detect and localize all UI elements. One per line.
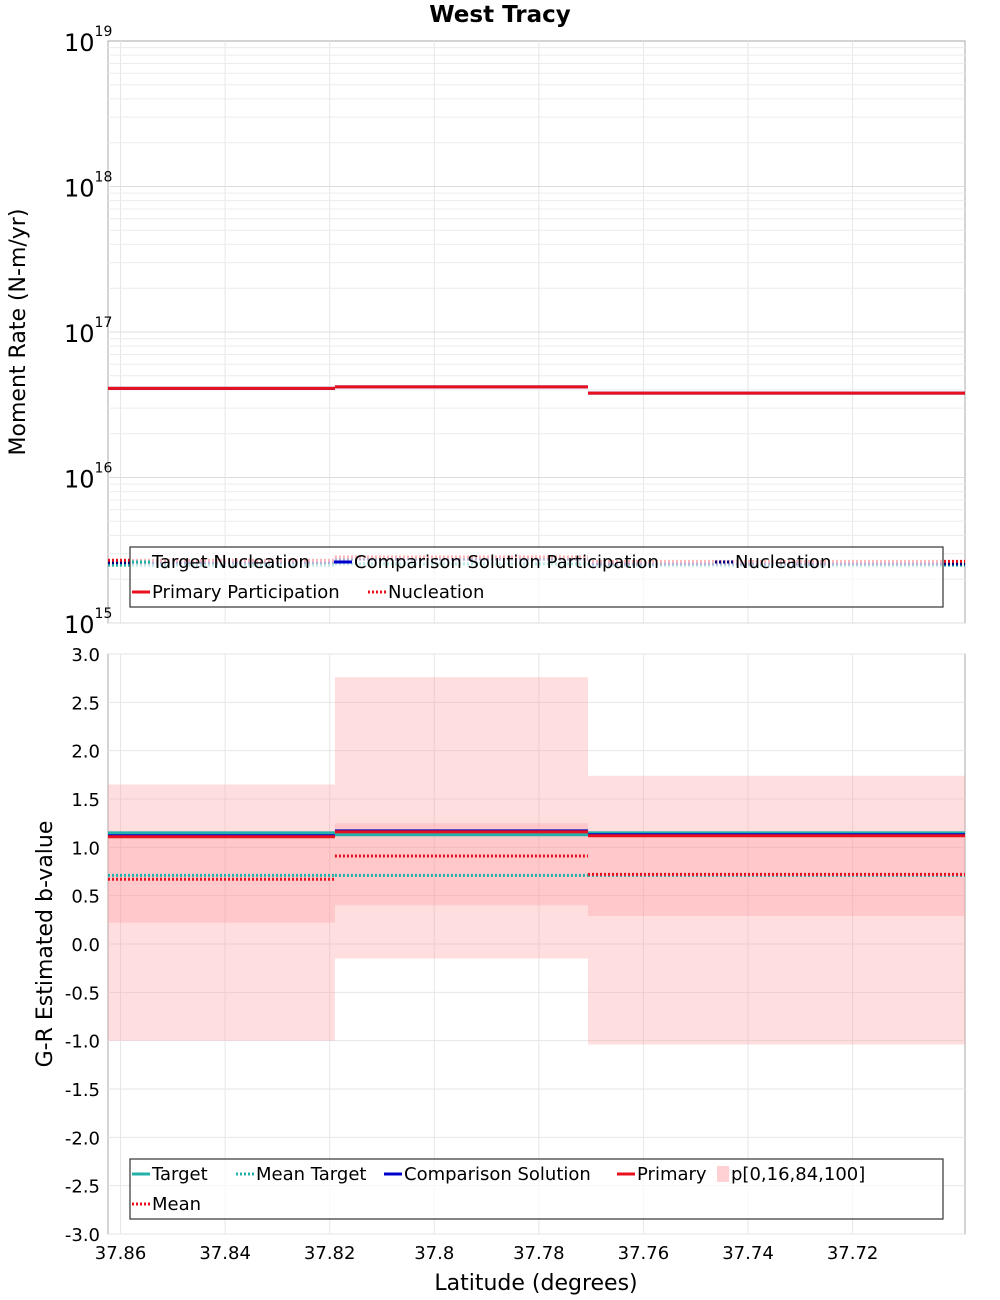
legend-label-primary-participation: Primary Participation xyxy=(152,582,340,603)
legend-label-percentile-band: p[0,16,84,100] xyxy=(731,1164,865,1185)
b-value-y-tick-label: -0.5 xyxy=(65,983,100,1004)
legend-label-primary: Primary xyxy=(637,1164,707,1185)
moment-rate-legend-box xyxy=(129,546,944,608)
legend-label-target-nucleation: Target Nucleation xyxy=(151,552,310,573)
b-value-grid xyxy=(108,653,965,1235)
band-p0-p100-bin xyxy=(334,677,589,959)
b-value-y-tick-label: 2.5 xyxy=(71,693,100,714)
latitude-x-tick-label: 37.8 xyxy=(414,1243,454,1264)
moment-rate-y-tick-label: 1017 xyxy=(64,315,112,348)
moment-rate-y-axis-label: Moment Rate (N-m/yr) xyxy=(6,209,31,456)
moment-rate-y-tick-label: 1015 xyxy=(64,606,112,639)
b-value-y-tick-label: 0.0 xyxy=(71,935,100,956)
b-value-legend: Target Mean Target Comparison Solution Prim… xyxy=(129,1158,944,1220)
moment-rate-panel: 1015 1016 1017 1018 1019 Moment Rate (N-m/yr… xyxy=(6,24,966,639)
band-p0-p100-bin xyxy=(108,784,335,1041)
chart-title: West Tracy xyxy=(429,2,571,28)
b-value-y-tick-label: 3.0 xyxy=(71,645,100,666)
latitude-x-tick-label: 37.74 xyxy=(722,1243,774,1264)
b-value-y-tick-label: 0.5 xyxy=(71,887,100,908)
latitude-x-ticks: 37.86 37.84 37.82 37.8 37.78 37.76 37.74 37.72 xyxy=(95,1243,879,1264)
legend-label-mean: Mean xyxy=(152,1194,201,1215)
b-value-series xyxy=(108,829,965,881)
legend-label-comparison-solution: Comparison Solution xyxy=(404,1164,591,1185)
b-value-y-axis-label: G-R Estimated b-value xyxy=(33,821,58,1068)
moment-rate-legend: Target Nucleation Comparison Solution Par… xyxy=(129,546,944,608)
legend-label-comparison-solution-participation: Comparison Solution Participation xyxy=(354,552,659,573)
legend-label-nucleation: Nucleation xyxy=(388,582,484,603)
b-value-y-tick-label: -3.0 xyxy=(65,1225,100,1246)
latitude-x-tick-label: 37.84 xyxy=(199,1243,251,1264)
legend-label-nucleation: Nucleation xyxy=(735,552,831,573)
b-value-panel: 3.0 2.5 2.0 1.5 1.0 0.5 0.0 -0.5 -1.0 -1.5 -2.0 -2.… xyxy=(33,645,966,1296)
latitude-x-tick-label: 37.82 xyxy=(304,1243,356,1264)
legend-label-target: Target xyxy=(151,1164,208,1185)
b-value-y-tick-label: -2.5 xyxy=(65,1177,100,1198)
moment-rate-y-tick-label: 1019 xyxy=(64,24,112,57)
b-value-y-tick-label: -2.0 xyxy=(65,1128,100,1149)
b-value-y-tick-label: -1.0 xyxy=(65,1032,100,1053)
b-value-percentile-band xyxy=(108,677,965,1045)
b-value-y-tick-label: 1.0 xyxy=(71,838,100,859)
latitude-x-tick-label: 37.72 xyxy=(827,1243,879,1264)
b-value-y-tick-label: 1.5 xyxy=(71,790,100,811)
legend-label-mean-target: Mean Target xyxy=(256,1164,366,1185)
x-axis-label: Latitude (degrees) xyxy=(434,1271,637,1296)
band-p0-p100-bin xyxy=(588,775,965,1045)
b-value-y-tick-label: 2.0 xyxy=(71,742,100,763)
moment-rate-y-tick-label: 1016 xyxy=(64,461,112,494)
b-value-y-tick-label: -1.5 xyxy=(65,1080,100,1101)
moment-rate-y-ticks: 1015 1016 1017 1018 1019 xyxy=(64,24,112,639)
latitude-x-tick-label: 37.86 xyxy=(95,1243,147,1264)
moment-rate-y-tick-label: 1018 xyxy=(64,170,112,203)
latitude-x-tick-label: 37.76 xyxy=(618,1243,670,1264)
b-value-y-ticks: 3.0 2.5 2.0 1.5 1.0 0.5 0.0 -0.5 -1.0 -1.5 -2.0 -2.… xyxy=(65,645,100,1246)
latitude-x-tick-label: 37.78 xyxy=(513,1243,565,1264)
band-p16-p84-bin xyxy=(334,823,589,906)
legend-swatch-percentile-band xyxy=(717,1166,729,1182)
b-value-legend-box xyxy=(129,1158,944,1220)
